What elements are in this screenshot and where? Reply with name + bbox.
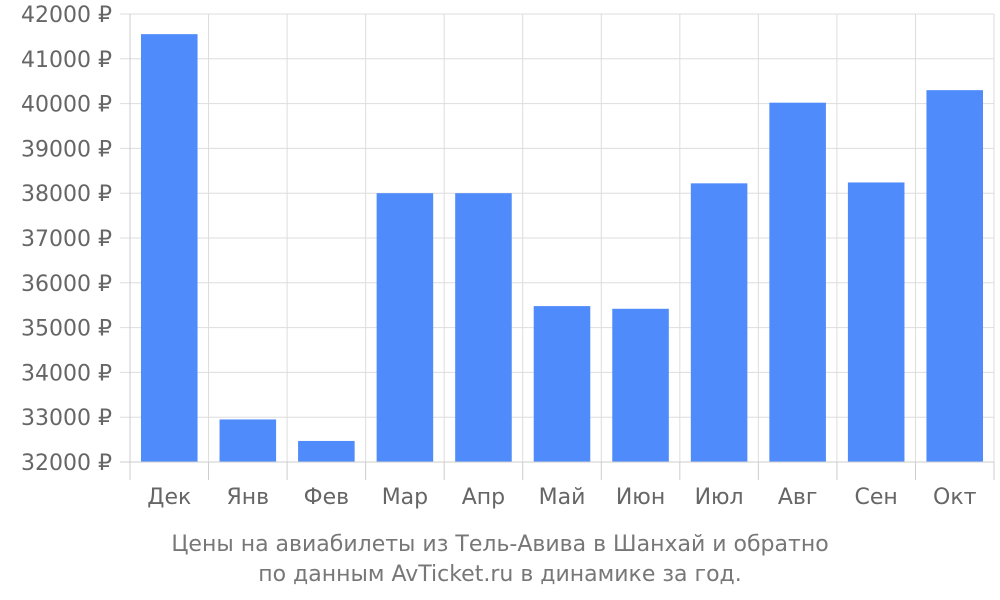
y-tick-label: 35000 ₽ xyxy=(21,317,112,342)
price-bar-chart: 32000 ₽ 33000 ₽ 34000 ₽ 35000 ₽ 36000 ₽ 37000… xyxy=(21,3,995,510)
bar[interactable] xyxy=(376,193,434,462)
y-tick-label: 38000 ₽ xyxy=(21,182,112,207)
bar[interactable] xyxy=(847,182,905,462)
y-tick-label: 34000 ₽ xyxy=(21,361,112,386)
bar[interactable] xyxy=(612,308,669,462)
x-tick-label: Янв xyxy=(226,485,269,510)
bar[interactable] xyxy=(926,90,984,462)
y-tick-label: 42000 ₽ xyxy=(21,3,112,28)
y-tick-label: 33000 ₽ xyxy=(21,406,112,431)
x-tick-label: Авг xyxy=(778,485,818,510)
bar[interactable] xyxy=(533,306,591,462)
x-tick-label: Июл xyxy=(695,485,744,510)
y-tick-label: 41000 ₽ xyxy=(21,48,112,73)
x-tick-label: Апр xyxy=(462,485,505,510)
bar[interactable] xyxy=(455,193,512,462)
y-tick-label: 39000 ₽ xyxy=(21,137,112,162)
x-tick-label: Июн xyxy=(616,485,665,510)
bars xyxy=(140,34,984,462)
tick-labels: 32000 ₽ 33000 ₽ 34000 ₽ 35000 ₽ 36000 ₽ 37000… xyxy=(21,3,977,510)
y-tick-label: 36000 ₽ xyxy=(21,272,112,297)
bar[interactable] xyxy=(298,440,355,462)
bar[interactable] xyxy=(140,34,198,462)
chart-caption: Цены на авиабилеты из Тель-Авива в Шанха… xyxy=(0,530,1000,590)
caption-line-1: Цены на авиабилеты из Тель-Авива в Шанха… xyxy=(171,532,829,557)
y-tick-label: 40000 ₽ xyxy=(21,93,112,118)
x-tick-label: Фев xyxy=(304,485,349,510)
caption-line-2: по данным AvTicket.ru в динамике за год. xyxy=(258,562,742,587)
axes xyxy=(120,14,995,480)
x-tick-label: Окт xyxy=(933,485,977,510)
x-tick-label: Май xyxy=(539,485,586,510)
bar[interactable] xyxy=(769,102,826,462)
bar[interactable] xyxy=(690,183,748,462)
x-tick-label: Дек xyxy=(147,485,191,510)
x-tick-label: Мар xyxy=(382,485,428,510)
y-tick-label: 37000 ₽ xyxy=(21,227,112,252)
y-tick-label: 32000 ₽ xyxy=(21,451,112,476)
bar[interactable] xyxy=(219,419,277,462)
x-tick-label: Сен xyxy=(855,485,898,510)
